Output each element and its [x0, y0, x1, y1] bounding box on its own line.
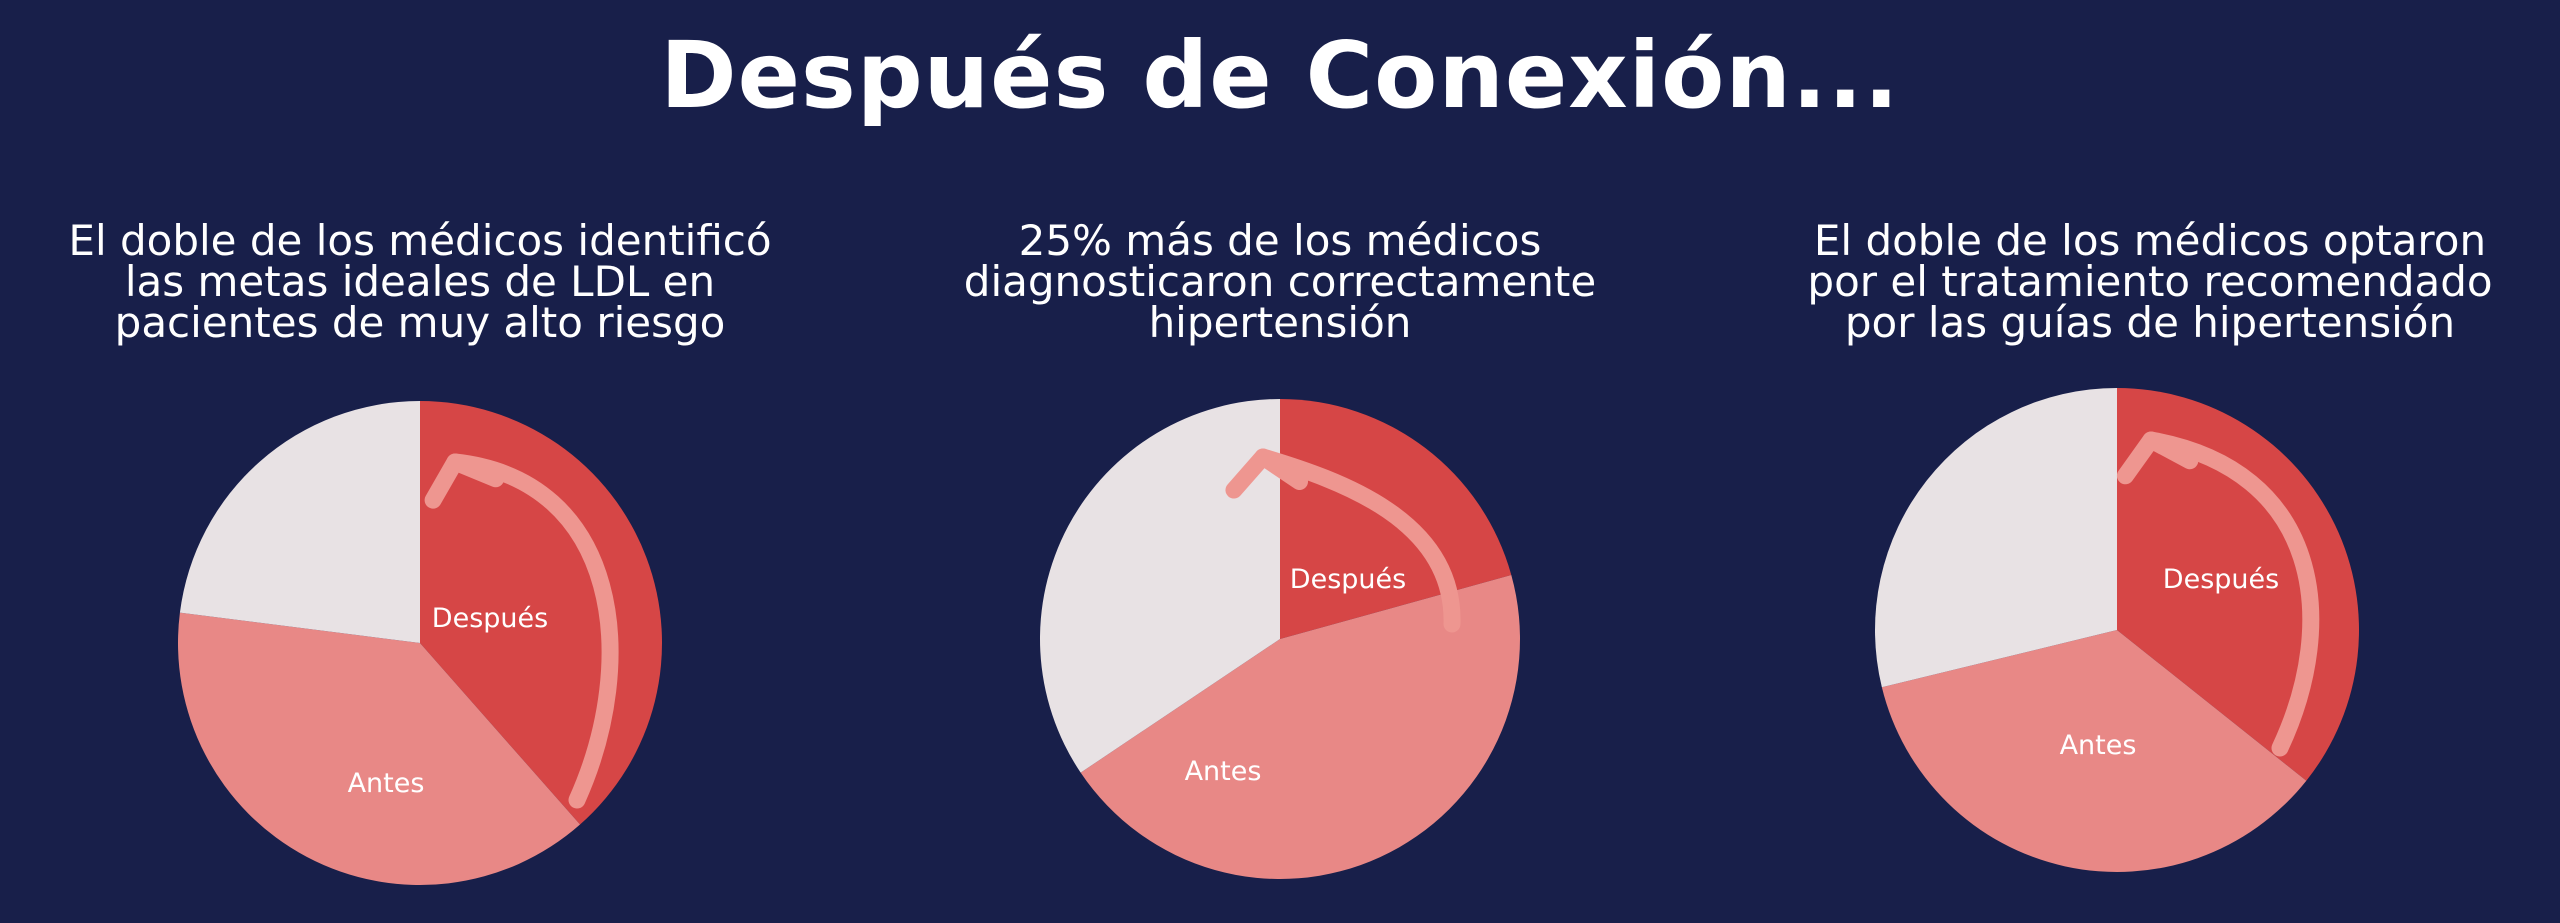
arrow-head-icon: [2116, 431, 2199, 485]
pie-slice-resto: [179, 401, 420, 643]
heading-line: El doble de los médicos identificó: [68, 216, 772, 265]
slice-label-antes: Antes: [2060, 730, 2137, 761]
panel-heading: 25% más de los médicos diagnosticaron co…: [870, 216, 1690, 347]
slice-label-antes: Antes: [348, 768, 425, 799]
heading-line: El doble de los médicos optaron: [1813, 216, 2487, 265]
curved-arrow-icon: [1254, 448, 1461, 633]
pie-chart-tratamiento: Después Antes: [1875, 388, 2359, 872]
page-title: Después de Conexión...: [660, 22, 1900, 129]
pie-chart-diagnostico: Después Antes: [1040, 399, 1520, 880]
arrow-head-icon: [424, 453, 505, 509]
curved-arrow-icon: [2142, 431, 2320, 757]
pie-slice-resto: [1875, 388, 2117, 688]
panel-hipertension-tratamiento: El doble de los médicos optaron por el t…: [1740, 220, 2560, 920]
heading-line: diagnosticaron correctamente: [963, 257, 1597, 306]
panel-heading: El doble de los médicos optaron por el t…: [1740, 216, 2560, 347]
curved-arrow-icon: [446, 453, 619, 809]
pie-slice-antes: [178, 612, 581, 885]
heading-line: pacientes de muy alto riesgo: [114, 298, 726, 347]
slice-label-despues: Después: [432, 603, 548, 634]
slice-label-despues: Después: [1290, 564, 1406, 595]
heading-line: 25% más de los médicos: [1018, 216, 1542, 265]
pie-slice-antes: [1881, 630, 2307, 872]
heading-line: hipertensión: [1148, 298, 1412, 347]
pie-slice-antes: [1080, 574, 1520, 880]
panel-ldl: El doble de los médicos identificó las m…: [10, 220, 830, 920]
panel-heading: El doble de los médicos identificó las m…: [10, 216, 830, 347]
heading-line: las metas ideales de LDL en: [124, 257, 716, 306]
arrow-head-icon: [1225, 448, 1309, 499]
heading-line: por las guías de hipertensión: [1844, 298, 2456, 347]
pie-slice-resto: [1040, 399, 1280, 773]
slice-label-antes: Antes: [1185, 756, 1262, 787]
slice-label-despues: Después: [2163, 564, 2279, 595]
heading-line: por el tratamiento recomendado: [1807, 257, 2493, 306]
panel-hipertension-diagnostico: 25% más de los médicos diagnosticaron co…: [870, 220, 1690, 920]
pie-chart-ldl: Después Antes: [178, 401, 662, 885]
